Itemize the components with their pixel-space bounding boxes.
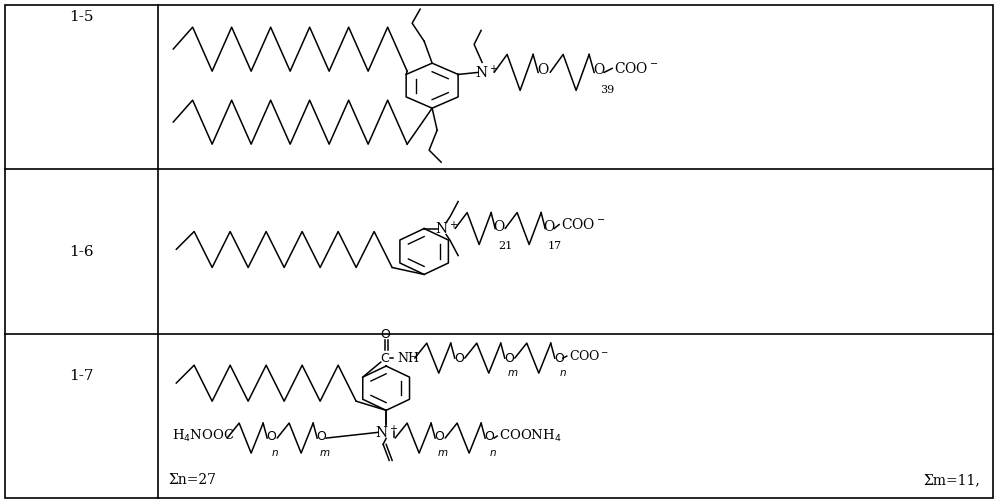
Text: m: m: [438, 448, 448, 458]
Text: m: m: [320, 448, 330, 458]
Text: O: O: [380, 327, 389, 341]
Text: 21: 21: [498, 240, 512, 250]
Text: NH: NH: [398, 352, 420, 365]
Text: COONH$_4$: COONH$_4$: [499, 428, 562, 444]
Text: O: O: [316, 430, 326, 443]
Text: COO$^-$: COO$^-$: [614, 61, 659, 76]
Text: O: O: [594, 63, 605, 77]
Text: O: O: [544, 219, 555, 233]
Text: N$^+$: N$^+$: [474, 64, 498, 81]
Text: COO$^-$: COO$^-$: [561, 217, 606, 232]
Text: Σm=11,: Σm=11,: [923, 473, 980, 487]
Text: O: O: [434, 430, 444, 443]
Text: n: n: [271, 448, 278, 458]
Text: COO$^-$: COO$^-$: [569, 349, 609, 363]
Text: n: n: [490, 448, 496, 458]
Text: 39: 39: [600, 86, 614, 96]
Text: n: n: [560, 368, 566, 378]
Text: O: O: [484, 430, 494, 443]
Text: H$_4$NOOC: H$_4$NOOC: [172, 428, 235, 444]
Text: C: C: [380, 352, 389, 365]
Text: O: O: [554, 352, 564, 365]
Text: O: O: [538, 63, 549, 77]
Text: O: O: [494, 219, 505, 233]
Text: N$^+$: N$^+$: [374, 424, 398, 441]
Text: O: O: [504, 352, 514, 365]
Text: 1-6: 1-6: [69, 244, 94, 259]
Text: Σn=27: Σn=27: [168, 473, 217, 487]
Text: O: O: [266, 430, 276, 443]
Text: m: m: [508, 368, 518, 378]
Text: 17: 17: [548, 240, 562, 250]
Text: N$^+$: N$^+$: [434, 220, 458, 237]
Text: 1-5: 1-5: [69, 10, 94, 24]
Text: 1-7: 1-7: [69, 369, 94, 383]
Text: O: O: [454, 352, 464, 365]
